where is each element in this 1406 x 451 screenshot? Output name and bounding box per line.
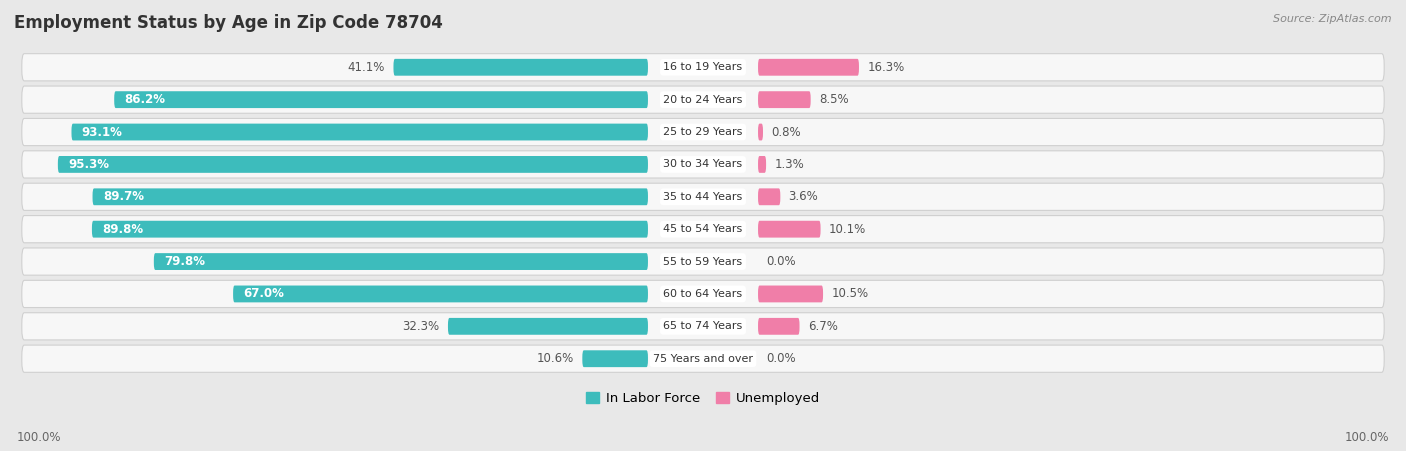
Text: 93.1%: 93.1% — [82, 125, 122, 138]
Text: 3.6%: 3.6% — [789, 190, 818, 203]
FancyBboxPatch shape — [758, 221, 821, 238]
Text: 10.5%: 10.5% — [831, 287, 869, 300]
Text: 0.8%: 0.8% — [772, 125, 801, 138]
Text: 10.1%: 10.1% — [828, 223, 866, 236]
FancyBboxPatch shape — [22, 54, 1384, 81]
FancyBboxPatch shape — [22, 119, 1384, 146]
Text: 35 to 44 Years: 35 to 44 Years — [664, 192, 742, 202]
Text: 25 to 29 Years: 25 to 29 Years — [664, 127, 742, 137]
FancyBboxPatch shape — [22, 313, 1384, 340]
Text: Source: ZipAtlas.com: Source: ZipAtlas.com — [1274, 14, 1392, 23]
Text: 10.6%: 10.6% — [537, 352, 574, 365]
Text: 100.0%: 100.0% — [17, 431, 62, 444]
Legend: In Labor Force, Unemployed: In Labor Force, Unemployed — [581, 387, 825, 410]
Text: 67.0%: 67.0% — [243, 287, 284, 300]
Text: 16.3%: 16.3% — [868, 61, 904, 74]
Text: 6.7%: 6.7% — [808, 320, 838, 333]
FancyBboxPatch shape — [22, 216, 1384, 243]
FancyBboxPatch shape — [394, 59, 648, 76]
FancyBboxPatch shape — [758, 318, 800, 335]
Text: 100.0%: 100.0% — [1344, 431, 1389, 444]
Text: 89.8%: 89.8% — [103, 223, 143, 236]
Text: 75 Years and over: 75 Years and over — [652, 354, 754, 364]
Text: 20 to 24 Years: 20 to 24 Years — [664, 95, 742, 105]
FancyBboxPatch shape — [153, 253, 648, 270]
FancyBboxPatch shape — [22, 183, 1384, 211]
Text: 55 to 59 Years: 55 to 59 Years — [664, 257, 742, 267]
FancyBboxPatch shape — [758, 91, 811, 108]
FancyBboxPatch shape — [758, 59, 859, 76]
FancyBboxPatch shape — [22, 281, 1384, 308]
Text: 45 to 54 Years: 45 to 54 Years — [664, 224, 742, 234]
Text: 16 to 19 Years: 16 to 19 Years — [664, 62, 742, 72]
Text: 41.1%: 41.1% — [347, 61, 385, 74]
FancyBboxPatch shape — [758, 189, 780, 205]
Text: 8.5%: 8.5% — [818, 93, 849, 106]
FancyBboxPatch shape — [72, 124, 648, 140]
Text: 60 to 64 Years: 60 to 64 Years — [664, 289, 742, 299]
FancyBboxPatch shape — [758, 156, 766, 173]
FancyBboxPatch shape — [582, 350, 648, 367]
FancyBboxPatch shape — [22, 86, 1384, 113]
FancyBboxPatch shape — [449, 318, 648, 335]
Text: 86.2%: 86.2% — [125, 93, 166, 106]
FancyBboxPatch shape — [758, 124, 763, 140]
Text: 65 to 74 Years: 65 to 74 Years — [664, 321, 742, 331]
FancyBboxPatch shape — [22, 151, 1384, 178]
Text: 0.0%: 0.0% — [766, 255, 796, 268]
Text: 30 to 34 Years: 30 to 34 Years — [664, 159, 742, 170]
FancyBboxPatch shape — [93, 189, 648, 205]
FancyBboxPatch shape — [22, 345, 1384, 373]
FancyBboxPatch shape — [114, 91, 648, 108]
FancyBboxPatch shape — [22, 248, 1384, 275]
Text: Employment Status by Age in Zip Code 78704: Employment Status by Age in Zip Code 787… — [14, 14, 443, 32]
FancyBboxPatch shape — [58, 156, 648, 173]
Text: 32.3%: 32.3% — [402, 320, 440, 333]
Text: 95.3%: 95.3% — [67, 158, 110, 171]
Text: 1.3%: 1.3% — [775, 158, 804, 171]
FancyBboxPatch shape — [233, 285, 648, 302]
Text: 89.7%: 89.7% — [103, 190, 143, 203]
Text: 79.8%: 79.8% — [165, 255, 205, 268]
Text: 0.0%: 0.0% — [766, 352, 796, 365]
FancyBboxPatch shape — [91, 221, 648, 238]
FancyBboxPatch shape — [758, 285, 823, 302]
